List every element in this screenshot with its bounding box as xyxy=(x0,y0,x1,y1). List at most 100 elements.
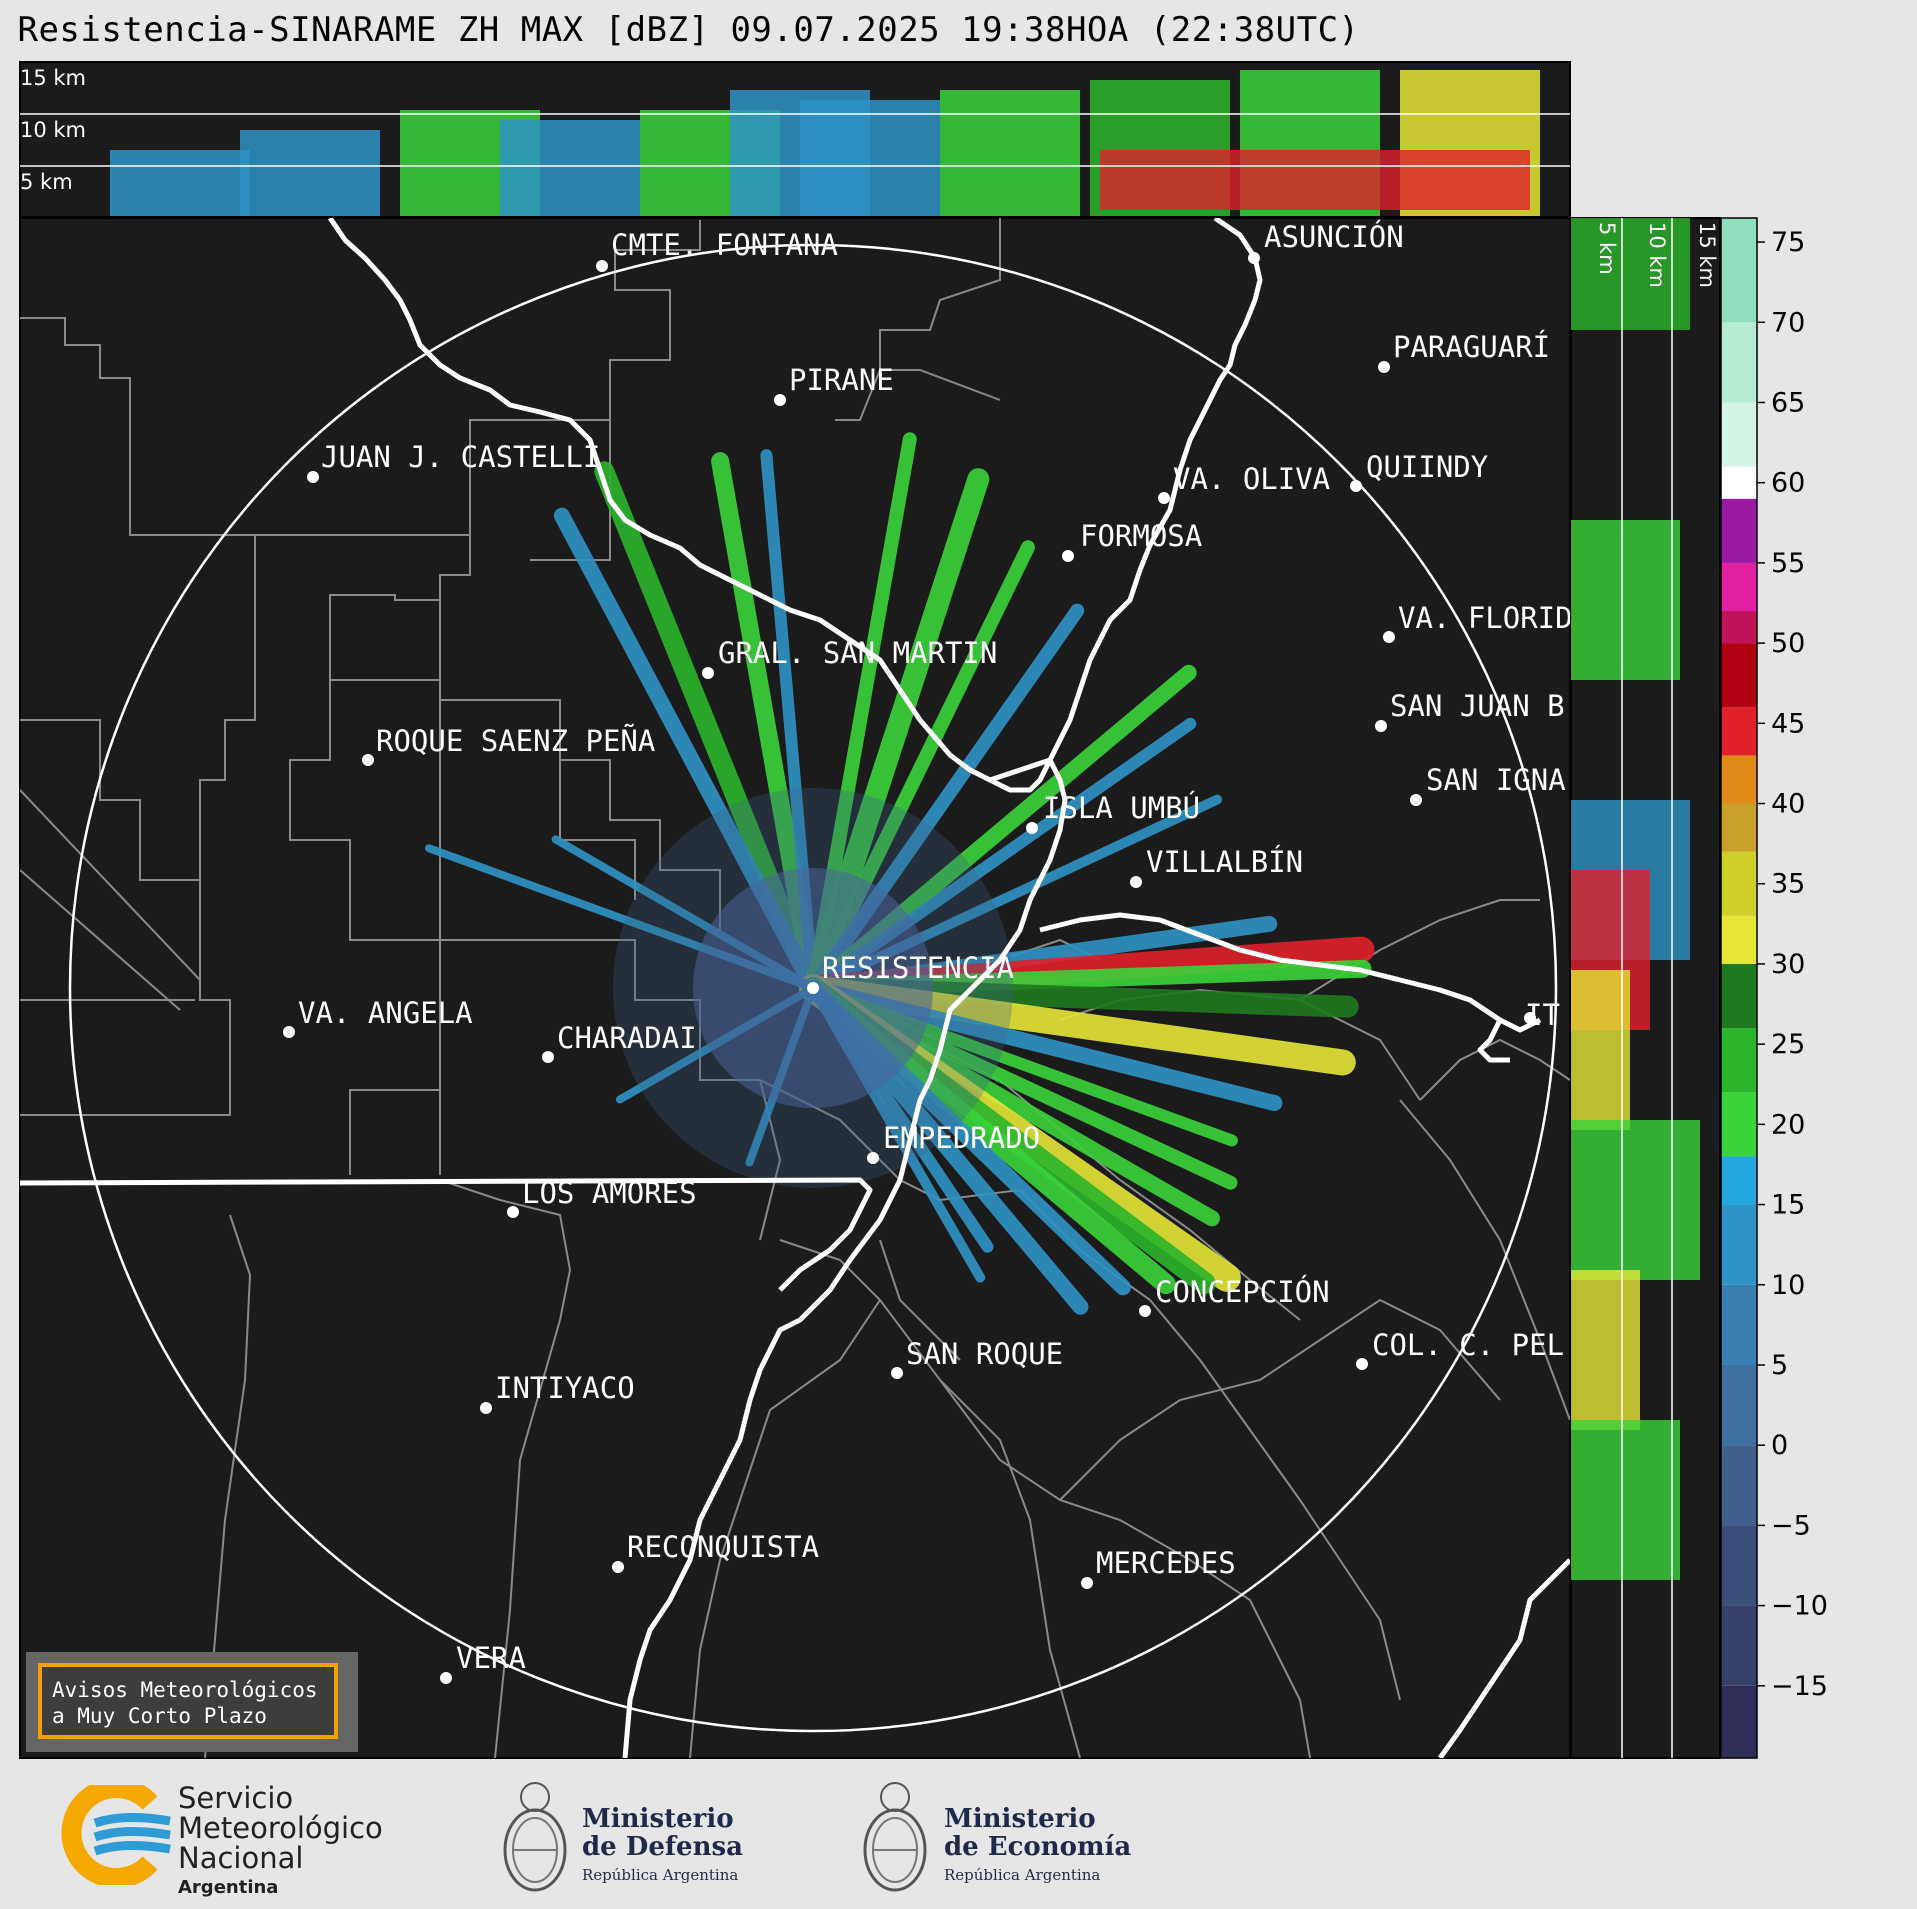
smn-line-2: Meteorológico xyxy=(178,1811,383,1845)
avisos-button[interactable]: Avisos Meteorológicos a Muy Corto Plazo xyxy=(38,1663,338,1739)
colorbar-frame xyxy=(1720,217,1758,1759)
city-dot-cmte-fontana xyxy=(596,260,608,272)
city-dot-formosa xyxy=(1062,550,1074,562)
city-label-intiyaco: INTIYACO xyxy=(495,1371,635,1405)
city-label-san-igna: SAN IGNA xyxy=(1426,763,1566,797)
top-echo-column xyxy=(110,150,250,216)
colorbar-segment xyxy=(1721,498,1757,563)
city-dot-pirane xyxy=(774,394,786,406)
city-dot-quiindy xyxy=(1350,480,1362,492)
colorbar-segment xyxy=(1721,963,1757,1029)
aviso-line-1: Avisos Meteorológicos xyxy=(52,1678,318,1702)
smn-logo-icon xyxy=(61,1785,171,1885)
defensa-line-3: República Argentina xyxy=(582,1866,739,1884)
city-label-col-c-pel: COL. C. PEL xyxy=(1372,1328,1564,1362)
city-dot-vera xyxy=(440,1672,452,1684)
city-dot-paraguari xyxy=(1378,361,1390,373)
city-label-vera: VERA xyxy=(456,1641,526,1675)
side-echo-column xyxy=(1571,970,1630,1130)
colorbar-segment xyxy=(1721,1156,1757,1205)
city-label-san-juan-b: SAN JUAN B xyxy=(1390,689,1565,723)
city-label-quiindy: QUIINDY xyxy=(1366,450,1488,484)
side-height-label-10km: 10 km xyxy=(1645,222,1669,288)
side-echo-column xyxy=(1571,1270,1640,1430)
top-echo-column xyxy=(240,130,380,216)
city-dot-asuncion xyxy=(1248,252,1260,264)
city-label-va-angela: VA. ANGELA xyxy=(298,996,473,1030)
economia-line-3: República Argentina xyxy=(944,1866,1101,1884)
colorbar-segment xyxy=(1721,1525,1757,1606)
colorbar-tick-label: 30 xyxy=(1771,949,1805,980)
colorbar-segment xyxy=(1721,466,1757,499)
side-height-label-5km: 5 km xyxy=(1595,222,1619,275)
city-label-pirane: PIRANE xyxy=(789,363,894,397)
economia-seal-icon xyxy=(863,1782,927,1892)
colorbar-segment xyxy=(1721,1605,1757,1686)
colorbar-segment xyxy=(1721,643,1757,708)
city-dot-reconquista xyxy=(612,1561,624,1573)
top-echo-column xyxy=(500,120,640,216)
defensa-line-1: Ministerio xyxy=(582,1804,734,1834)
economia-line-2: de Economía xyxy=(944,1832,1132,1862)
radar-range-ring xyxy=(68,243,1558,1733)
colorbar-tick-label: 75 xyxy=(1771,227,1805,258)
smn-logo-text: Servicio Meteorológico Nacional Argentin… xyxy=(178,1783,383,1903)
city-label-roque-saenz-pena: ROQUE SAENZ PEÑA xyxy=(376,724,655,758)
colorbar-segment xyxy=(1721,562,1757,612)
colorbar-tick-label: 5 xyxy=(1771,1350,1788,1381)
city-label-isla-umbu: ISLA UMBÚ xyxy=(1043,791,1200,825)
colorbar xyxy=(1720,217,1758,1759)
city-dot-va-florida xyxy=(1383,631,1395,643)
colorbar-tick-label: 20 xyxy=(1771,1109,1805,1140)
colorbar-segment xyxy=(1721,755,1757,804)
city-label-paraguari: PARAGUARÍ xyxy=(1393,330,1550,364)
city-dot-gral-san-martin xyxy=(702,667,714,679)
colorbar-segment xyxy=(1721,707,1757,756)
colorbar-tick-label: 50 xyxy=(1771,628,1805,659)
colorbar-tick-label: 65 xyxy=(1771,387,1805,418)
side-echo-column xyxy=(1571,520,1680,680)
city-dot-intiyaco xyxy=(480,1402,492,1414)
colorbar-tick-label: 0 xyxy=(1771,1430,1788,1461)
city-dot-mercedes xyxy=(1081,1577,1093,1589)
rivers xyxy=(20,218,1570,1758)
colorbar-tick-label: 15 xyxy=(1771,1190,1805,1221)
colorbar-tick-label: 60 xyxy=(1771,468,1805,499)
city-dot-va-angela xyxy=(283,1026,295,1038)
side-echo-column xyxy=(1571,218,1690,330)
economia-logo-text: Ministerio de Economía República Argenti… xyxy=(944,1805,1131,1889)
colorbar-tick-label: 35 xyxy=(1771,869,1805,900)
colorbar-segment xyxy=(1721,1204,1757,1285)
city-label-gral-san-martin: GRAL. SAN MARTIN xyxy=(718,636,997,670)
city-label-mercedes: MERCEDES xyxy=(1096,1546,1236,1580)
city-dot-san-roque xyxy=(891,1367,903,1379)
city-label-san-roque: SAN ROQUE xyxy=(906,1337,1063,1371)
map-title: Resistencia-SINARAME ZH MAX [dBZ] 09.07.… xyxy=(17,10,1360,50)
height-label-10km: 10 km xyxy=(20,118,86,142)
city-dot-san-juan-b xyxy=(1375,720,1387,732)
city-dot-charadai xyxy=(542,1051,554,1063)
city-label-charadai: CHARADAI xyxy=(557,1021,697,1055)
side-echo-column xyxy=(1571,1420,1680,1580)
colorbar-tick-label: −15 xyxy=(1771,1671,1828,1702)
colorbar-segment xyxy=(1721,803,1757,852)
colorbar-segment xyxy=(1721,1028,1757,1093)
city-dot-isla-umbu xyxy=(1026,822,1038,834)
colorbar-tick-label: −10 xyxy=(1771,1591,1828,1622)
height-label-15km: 15 km xyxy=(20,66,86,90)
defensa-line-2: de Defensa xyxy=(582,1832,743,1862)
city-label-cmte-fontana: CMTE. FONTANA xyxy=(611,228,838,262)
city-label-empedrado: EMPEDRADO xyxy=(883,1121,1040,1155)
city-label-villalbin: VILLALBÍN xyxy=(1146,845,1303,879)
reflectivity-echoes xyxy=(424,432,1375,1315)
city-dot-villalbin xyxy=(1130,876,1142,888)
side-height-echoes xyxy=(1571,218,1700,1580)
colorbar-segment xyxy=(1721,851,1757,916)
city-dot-san-igna xyxy=(1410,794,1422,806)
side-echo-column xyxy=(1571,1120,1700,1280)
city-label-asuncion: ASUNCIÓN xyxy=(1264,220,1404,254)
city-dot-concepcion xyxy=(1139,1305,1151,1317)
top-echo-core xyxy=(1100,150,1530,210)
city-dot-col-c-pel xyxy=(1356,1358,1368,1370)
